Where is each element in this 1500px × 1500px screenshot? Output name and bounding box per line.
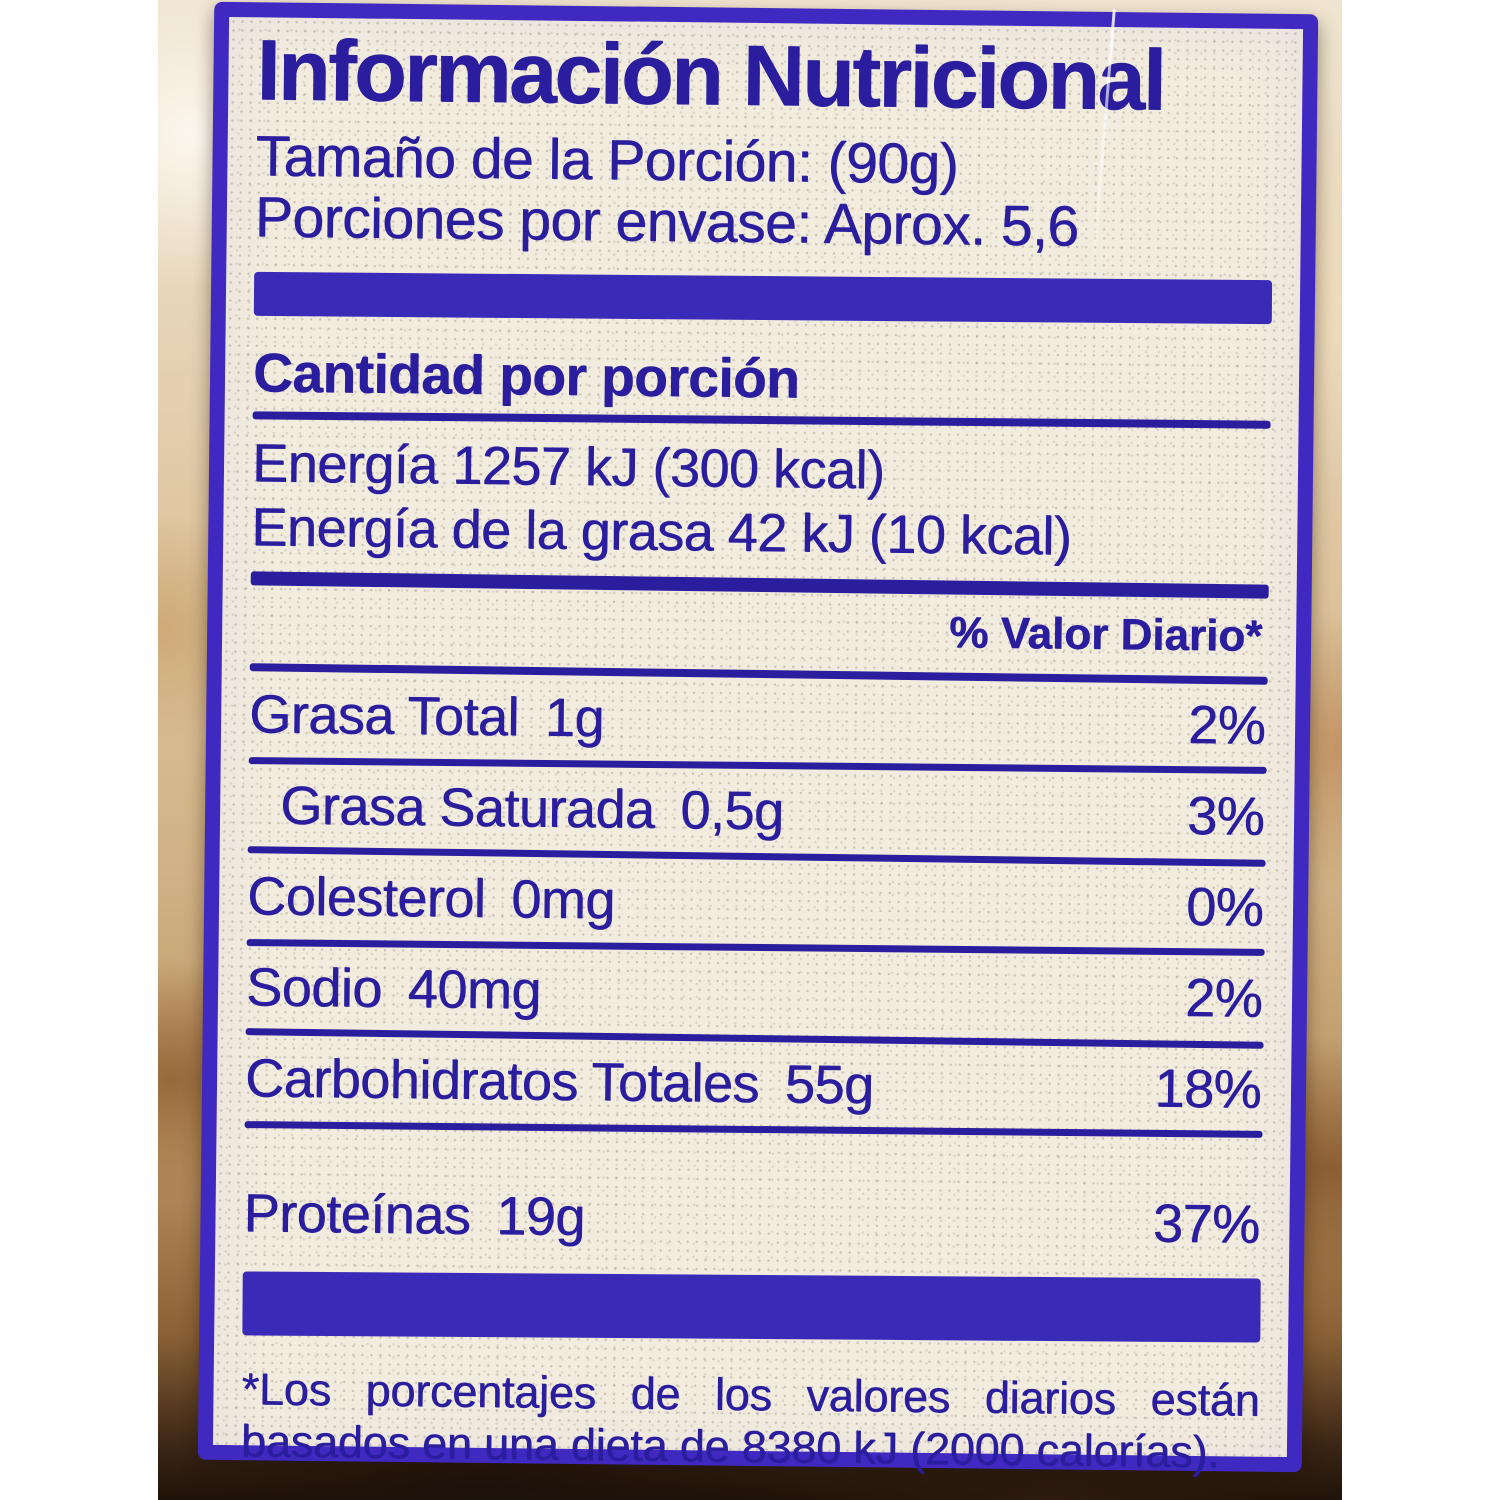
nutrient-dv: 18% [1154, 1058, 1262, 1120]
daily-value-footnote: *Los porcentajes de los valores diarios … [241, 1363, 1260, 1479]
nutrient-name: Proteínas 19g [243, 1182, 586, 1247]
nutrient-dv: 2% [1187, 694, 1266, 756]
nutrient-name: Colesterol 0mg [246, 865, 616, 930]
nutrient-amount: 55g [784, 1053, 874, 1115]
nutrient-amount: 40mg [407, 958, 542, 1021]
energy-lines: Energía 1257 kJ (300 kcal) Energía de la… [251, 432, 1270, 571]
energy-line: Energía 1257 kJ (300 kcal) [251, 433, 885, 501]
nutrient-name: Carbohidratos Totales 55g [244, 1047, 874, 1115]
nutrient-amount: 0mg [510, 868, 616, 930]
nutrient-amount: 1g [544, 687, 605, 748]
divider-bar-top [253, 271, 1273, 325]
amount-per-serving-header: Cantidad por porción [252, 341, 800, 410]
servings-per-container-line: Porciones por envase: Aprox. 5,6 [254, 185, 1079, 259]
daily-value-header: % Valor Diario* [948, 607, 1263, 661]
nutrition-facts-label: Información Nutricional Tamaño de la Por… [197, 1, 1319, 1477]
nutrient-row-cholesterol: Colesterol 0mg 0% [247, 854, 1266, 950]
nutrient-dv: 37% [1152, 1193, 1260, 1255]
footnote-line-2: basados en una dieta de 8380 kJ (2000 ca… [240, 1414, 1220, 1478]
nutrient-dv: 0% [1185, 876, 1264, 938]
nutrient-amount: 0,5g [680, 779, 784, 841]
nutrient-dv: 2% [1184, 967, 1263, 1029]
nutrient-row-total-fat: Grasa Total 1g 2% [249, 672, 1268, 768]
nutrient-row-saturated-fat: Grasa Saturada 0,5g 3% [248, 763, 1267, 859]
energy-fat-line: Energía de la grasa 42 kJ (10 kcal) [251, 497, 1072, 567]
nutrient-name: Grasa Saturada 0,5g [279, 775, 784, 841]
nutrient-dv: 3% [1186, 785, 1265, 847]
nutrient-name: Grasa Total 1g [248, 683, 605, 748]
nutrient-row-total-carbohydrate: Carbohidratos Totales 55g 18% [245, 1036, 1264, 1132]
nutrient-row-protein: Proteínas 19g 37% [243, 1171, 1262, 1267]
divider-bar-bottom [242, 1270, 1261, 1343]
nutrient-row-sodium: Sodio 40mg 2% [246, 945, 1265, 1041]
divider-line-heavy [250, 570, 1269, 599]
nutrient-amount: 19g [495, 1185, 586, 1247]
label-title: Información Nutricional [255, 22, 1165, 129]
nutrient-name: Sodio 40mg [245, 956, 542, 1021]
